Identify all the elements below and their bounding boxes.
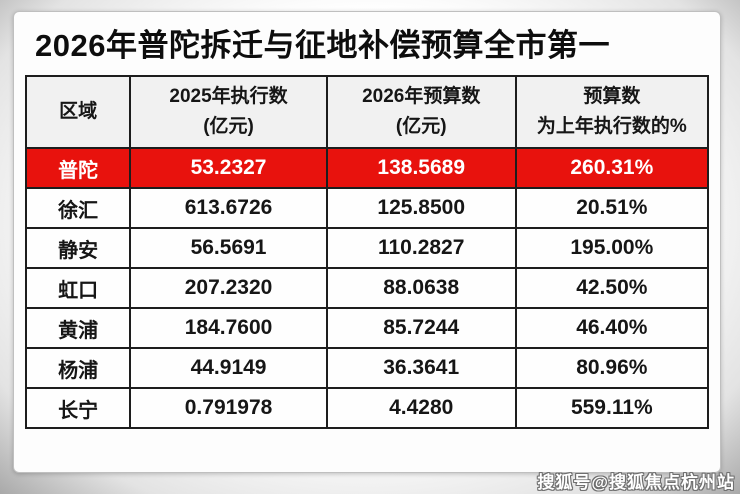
region-cell: 长宁 (24, 387, 132, 430)
table-row-huangpu: 黄浦 184.7600 85.7244 46.40% (24, 307, 710, 350)
column-header-line2: (亿元) (395, 116, 447, 138)
column-header-line1: 区域 (59, 100, 98, 122)
percent-cell: 195.00% (514, 227, 710, 270)
sohu-watermark: 搜狐号@搜狐焦点杭州站 (537, 473, 735, 492)
page-title: 2026年普陀拆迁与征地补偿预算全市第一 (35, 28, 610, 63)
exec-2025-cell: 0.791978 (129, 387, 328, 430)
region-cell: 虹口 (24, 267, 132, 310)
exec-2025-cell: 44.9149 (129, 347, 328, 390)
percent-cell: 42.50% (514, 267, 710, 310)
region-cell: 黄浦 (24, 307, 132, 350)
table-header: 区域 2025年执行数 (亿元) 2026年预算数 (亿元) 预算数 为上年执行… (24, 75, 710, 150)
budget-2026-cell: 36.3641 (325, 347, 517, 390)
budget-2026-cell: 125.8500 (325, 187, 517, 230)
column-header-percent: 预算数 为上年执行数的% (514, 75, 710, 150)
table-card: 2026年普陀拆迁与征地补偿预算全市第一 区域 2025年执行数 (亿元) 20… (13, 11, 721, 473)
percent-cell: 260.31% (514, 147, 710, 190)
budget-2026-cell: 4.4280 (325, 387, 517, 430)
exec-2025-cell: 56.5691 (129, 227, 328, 270)
column-header-line1: 预算数 (583, 85, 641, 107)
column-header-line1: 2025年执行数 (169, 85, 288, 107)
exec-2025-cell: 207.2320 (129, 267, 328, 310)
percent-cell: 559.11% (514, 387, 710, 430)
column-header-budget-2026: 2026年预算数 (亿元) (325, 75, 517, 150)
table-row-hongkou: 虹口 207.2320 88.0638 42.50% (24, 267, 710, 310)
header-row: 区域 2025年执行数 (亿元) 2026年预算数 (亿元) 预算数 为上年执行… (24, 75, 710, 150)
column-header-line1: 2026年预算数 (362, 85, 481, 107)
column-header-region: 区域 (24, 75, 132, 150)
table-row-putuo: 普陀 53.2327 138.5689 260.31% (24, 147, 710, 190)
column-header-exec-2025: 2025年执行数 (亿元) (129, 75, 328, 150)
region-cell: 普陀 (24, 147, 132, 190)
budget-2026-cell: 88.0638 (325, 267, 517, 310)
budget-2026-cell: 138.5689 (325, 147, 517, 190)
column-header-line2: 为上年执行数的% (536, 116, 687, 138)
percent-cell: 46.40% (514, 307, 710, 350)
percent-cell: 20.51% (514, 187, 710, 230)
region-cell: 徐汇 (24, 187, 132, 230)
exec-2025-cell: 184.7600 (129, 307, 328, 350)
budget-2026-cell: 110.2827 (325, 227, 517, 270)
table-row-yangpu: 杨浦 44.9149 36.3641 80.96% (24, 347, 710, 390)
region-cell: 杨浦 (24, 347, 132, 390)
region-cell: 静安 (24, 227, 132, 270)
budget-table: 区域 2025年执行数 (亿元) 2026年预算数 (亿元) 预算数 为上年执行… (24, 75, 710, 430)
exec-2025-cell: 53.2327 (129, 147, 328, 190)
table-row-xuhui: 徐汇 613.6726 125.8500 20.51% (24, 187, 710, 230)
percent-cell: 80.96% (514, 347, 710, 390)
table-row-changning: 长宁 0.791978 4.4280 559.11% (24, 387, 710, 430)
table-row-jingan: 静安 56.5691 110.2827 195.00% (24, 227, 710, 270)
exec-2025-cell: 613.6726 (129, 187, 328, 230)
budget-2026-cell: 85.7244 (325, 307, 517, 350)
column-header-line2: (亿元) (203, 116, 254, 138)
